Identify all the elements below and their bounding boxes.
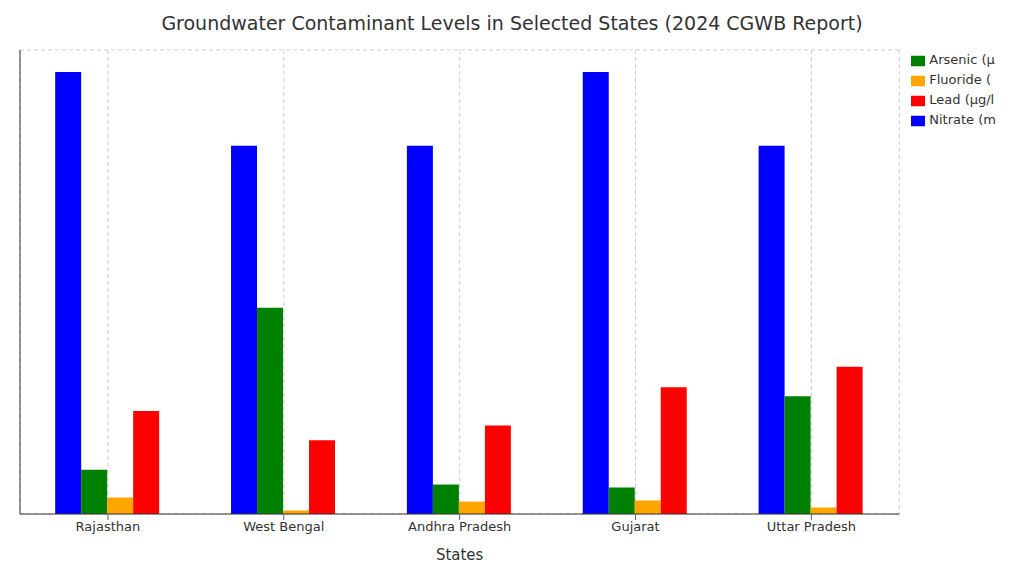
svg-text:States: States — [436, 546, 484, 564]
html-text:Lead (µg/l: Lead (µg/l — [929, 92, 995, 107]
html-text:Groundwater Contaminant Levels: Groundwater Contaminant Levels in Select… — [161, 12, 863, 34]
svg-text:West Bengal: West Bengal — [243, 519, 324, 534]
svg-text:Gujarat: Gujarat — [611, 519, 659, 534]
html-text:Arsenic (µ: Arsenic (µ — [929, 52, 995, 67]
svg-text:Andhra Pradesh: Andhra Pradesh — [408, 519, 511, 534]
html-text:Fluoride (: Fluoride ( — [929, 72, 991, 87]
svg-text:Uttar Pradesh: Uttar Pradesh — [767, 519, 856, 534]
svg-text:Rajasthan: Rajasthan — [76, 519, 141, 534]
html-text:Nitrate (m: Nitrate (m — [929, 112, 996, 127]
